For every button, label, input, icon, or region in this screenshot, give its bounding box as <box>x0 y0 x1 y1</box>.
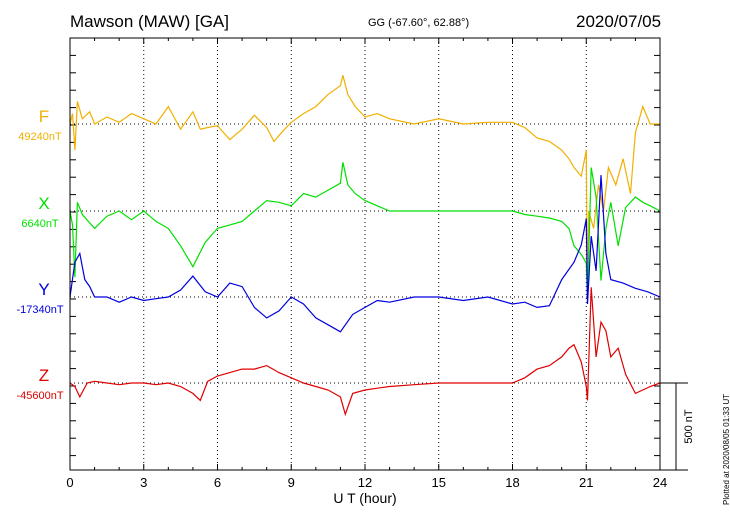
data-lines <box>69 75 661 417</box>
x-tick-label: 0 <box>66 475 73 490</box>
series-baseline-y: -17340nT <box>16 304 63 316</box>
x-tick-label: 24 <box>653 475 667 490</box>
series-name-z: Z <box>39 366 49 385</box>
series-line-x <box>69 162 661 299</box>
x-tick-label: 15 <box>432 475 446 490</box>
series-line-y <box>69 175 661 333</box>
series-labels: F 49240nT X 6640nT Y -17340nT Z -45600nT <box>16 107 63 402</box>
scale-bar-label: 500 nT <box>683 409 695 444</box>
series-name-x: X <box>38 194 49 213</box>
series-name-y: Y <box>38 280 49 299</box>
series-baseline-f: 49240nT <box>18 131 62 143</box>
series-name-f: F <box>39 107 49 126</box>
x-tick-labels: 0 3 6 9 12 15 18 21 24 <box>66 475 667 490</box>
plot-frame <box>69 37 661 471</box>
series-line-f <box>69 75 660 299</box>
geographic-coords: GG (-67.60°, 62.88°) <box>368 17 470 29</box>
x-tick-label: 18 <box>505 475 519 490</box>
grid-lines <box>143 38 587 470</box>
series-baseline-z: -45600nT <box>16 390 63 402</box>
x-tick-label: 21 <box>579 475 593 490</box>
x-axis-label: U T (hour) <box>333 490 396 506</box>
station-title: Mawson (MAW) [GA] <box>70 12 229 31</box>
scale-bar: 500 nT <box>660 382 695 471</box>
x-tick-label: 9 <box>288 475 295 490</box>
x-tick-label: 12 <box>358 475 372 490</box>
series-baseline-x: 6640nT <box>21 218 59 230</box>
x-tick-label: 6 <box>214 475 221 490</box>
x-tick-label: 3 <box>140 475 147 490</box>
date-label: 2020/07/05 <box>576 12 662 31</box>
series-line-z <box>69 287 661 417</box>
